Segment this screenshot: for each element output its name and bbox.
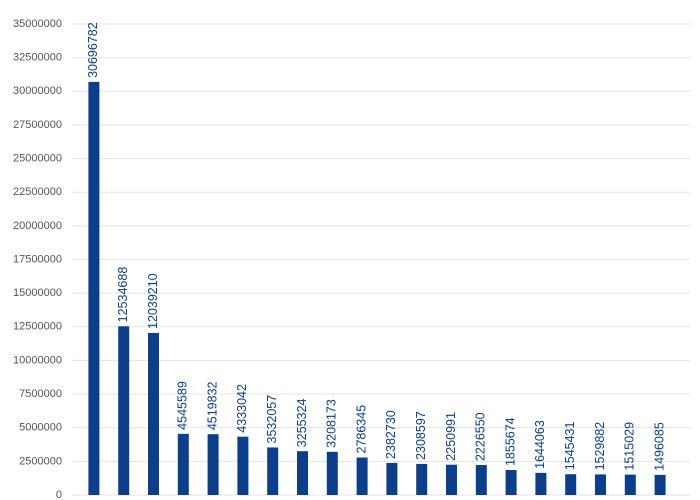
value-label: 2250991	[444, 412, 458, 461]
y-tick-label: 35000000	[13, 18, 62, 30]
y-tick-label: 15000000	[13, 287, 62, 299]
value-label: 12534688	[116, 267, 130, 323]
value-label: 2308597	[414, 411, 428, 460]
bar	[416, 463, 428, 495]
y-tick-label: 27500000	[13, 119, 62, 131]
value-label: 3255324	[295, 398, 309, 447]
bar	[446, 464, 457, 495]
value-label: 1855674	[503, 417, 517, 466]
y-tick-label: 12500000	[13, 321, 62, 333]
value-label: 30696782	[86, 22, 100, 78]
y-tick-label: 32500000	[13, 52, 62, 64]
bar	[595, 474, 606, 495]
bar	[237, 436, 249, 495]
y-tick-label: 10000000	[13, 354, 62, 366]
y-tick-label: 5000000	[19, 422, 62, 434]
y-tick-label: 2500000	[19, 455, 62, 467]
bar	[118, 326, 130, 495]
bar	[148, 332, 159, 495]
value-label: 1545431	[563, 421, 577, 470]
value-label: 4519832	[205, 381, 219, 430]
bar	[505, 470, 517, 495]
value-label: 4333042	[235, 384, 249, 433]
y-tick-label: 30000000	[13, 85, 62, 97]
y-tick-label: 7500000	[19, 388, 62, 400]
bar	[356, 457, 368, 495]
bar	[565, 474, 577, 495]
bar	[535, 472, 547, 495]
bar	[654, 474, 666, 495]
bar	[177, 433, 189, 495]
bar	[475, 465, 487, 495]
y-tick-label: 20000000	[13, 220, 62, 232]
bar	[386, 462, 398, 495]
bar	[267, 447, 279, 495]
bar	[326, 451, 338, 495]
bar	[88, 81, 100, 495]
y-tick-label: 22500000	[13, 186, 62, 198]
value-label: 3208173	[325, 399, 339, 448]
y-tick-label: 0	[56, 489, 62, 500]
value-label: 2382730	[384, 410, 398, 459]
bar	[624, 474, 636, 495]
value-label: 1529882	[593, 422, 607, 471]
value-label: 1515029	[623, 422, 637, 471]
value-label: 1496085	[652, 422, 666, 471]
value-label: 2226550	[474, 412, 488, 461]
bar	[297, 451, 308, 495]
y-tick-label: 17500000	[13, 253, 62, 265]
value-label: 4545589	[176, 381, 190, 430]
value-label: 1644063	[533, 420, 547, 469]
bar	[207, 434, 219, 495]
value-label: 3532057	[265, 395, 279, 444]
y-tick-label: 25000000	[13, 152, 62, 164]
value-label: 2786345	[354, 405, 368, 454]
value-label: 12039210	[146, 273, 160, 329]
